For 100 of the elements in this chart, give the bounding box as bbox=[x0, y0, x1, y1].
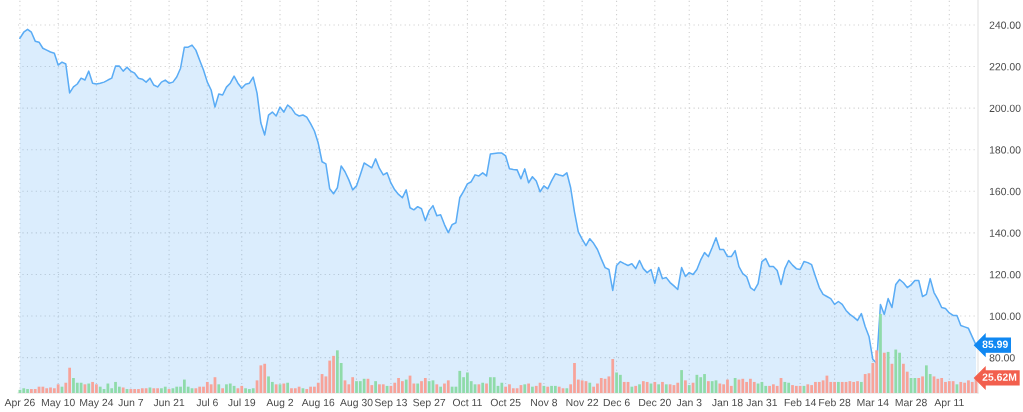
bar bbox=[657, 384, 661, 393]
bar bbox=[117, 386, 121, 393]
x-tick-label: Mar 14 bbox=[857, 398, 889, 407]
text: 85.99 bbox=[982, 340, 1008, 348]
bar bbox=[443, 383, 446, 393]
bar bbox=[837, 381, 840, 393]
bar bbox=[175, 386, 179, 393]
bar bbox=[420, 381, 423, 393]
x-tick-label: Jan 3 bbox=[676, 398, 702, 407]
bar bbox=[546, 386, 550, 393]
bar bbox=[959, 381, 963, 393]
bar bbox=[611, 359, 615, 393]
bar bbox=[573, 362, 576, 393]
bar bbox=[75, 382, 79, 393]
bar bbox=[439, 386, 443, 393]
x-tick-label: Jan 31 bbox=[746, 398, 778, 407]
x-tick-label: Oct 25 bbox=[490, 398, 521, 407]
bar bbox=[508, 384, 511, 393]
bar bbox=[156, 388, 159, 393]
bar bbox=[745, 381, 748, 393]
bar bbox=[313, 386, 316, 393]
bar bbox=[511, 388, 515, 393]
bar bbox=[140, 388, 144, 393]
bar bbox=[902, 363, 905, 393]
bar bbox=[726, 379, 729, 393]
bar bbox=[91, 381, 94, 393]
y-tick-label: 80.00 bbox=[989, 354, 1015, 362]
bar bbox=[114, 381, 117, 393]
bar bbox=[741, 378, 745, 393]
text: 25.62M bbox=[982, 373, 1017, 381]
bar bbox=[137, 389, 140, 393]
bar bbox=[30, 389, 33, 393]
bar bbox=[944, 381, 947, 393]
x-tick-label: Aug 16 bbox=[301, 398, 335, 409]
bar bbox=[772, 384, 775, 393]
x-tick-label: Sep 13 bbox=[374, 398, 407, 409]
bar bbox=[267, 376, 270, 393]
bar bbox=[183, 379, 186, 393]
y-tick-label: 220.00 bbox=[989, 63, 1021, 71]
bar bbox=[33, 389, 37, 393]
bar bbox=[921, 376, 924, 393]
bar bbox=[699, 377, 703, 393]
bar bbox=[622, 381, 626, 393]
y-tick-label: 140.00 bbox=[989, 229, 1021, 237]
x-tick-label: Nov 22 bbox=[566, 398, 599, 407]
bar bbox=[557, 386, 561, 393]
bar bbox=[458, 370, 462, 393]
bar bbox=[163, 386, 167, 393]
y-tick-label: 200.00 bbox=[989, 104, 1021, 112]
bar bbox=[144, 388, 148, 393]
bar bbox=[446, 380, 450, 393]
y-tick-label: 100.00 bbox=[989, 312, 1021, 320]
bar bbox=[833, 381, 836, 393]
bar bbox=[710, 381, 714, 393]
bar bbox=[381, 384, 385, 393]
bar bbox=[630, 386, 634, 393]
bar bbox=[335, 350, 339, 393]
x-tick-label: Jan 18 bbox=[712, 398, 743, 407]
bar bbox=[703, 374, 706, 393]
bar bbox=[794, 385, 798, 393]
bar bbox=[198, 386, 202, 393]
bar bbox=[852, 381, 856, 393]
bar bbox=[240, 385, 244, 393]
bar bbox=[947, 381, 951, 393]
bar bbox=[599, 377, 603, 393]
x-tick-label: Mar 28 bbox=[895, 398, 927, 407]
bar bbox=[951, 381, 955, 393]
bar bbox=[940, 377, 944, 393]
bar bbox=[328, 360, 332, 393]
bar bbox=[98, 386, 102, 393]
bar bbox=[687, 385, 691, 393]
bar bbox=[534, 385, 538, 393]
y-tick-label: 180.00 bbox=[989, 146, 1021, 154]
bar bbox=[225, 384, 228, 393]
bar bbox=[45, 388, 49, 393]
bar bbox=[787, 382, 791, 393]
bar bbox=[217, 384, 221, 393]
y-tick-label: 240.00 bbox=[989, 21, 1021, 29]
bar bbox=[863, 374, 867, 393]
bar bbox=[374, 381, 377, 393]
x-tick-label: Apr 26 bbox=[4, 398, 35, 409]
bar bbox=[924, 365, 928, 393]
bar bbox=[485, 383, 488, 393]
x-tick-label: Feb 14 bbox=[784, 398, 817, 407]
bar bbox=[856, 381, 859, 393]
bar bbox=[228, 383, 232, 393]
bar bbox=[936, 378, 940, 393]
bar bbox=[401, 381, 404, 393]
bar bbox=[664, 384, 668, 393]
bar bbox=[875, 350, 879, 393]
x-tick-label: Aug 2 bbox=[266, 398, 294, 409]
bar bbox=[423, 377, 427, 393]
bar bbox=[882, 352, 886, 393]
bar bbox=[481, 382, 485, 393]
bar bbox=[783, 381, 787, 393]
bar bbox=[684, 380, 687, 393]
bar bbox=[41, 386, 45, 393]
bar bbox=[133, 389, 137, 393]
bar bbox=[68, 367, 72, 393]
bar bbox=[752, 381, 756, 393]
